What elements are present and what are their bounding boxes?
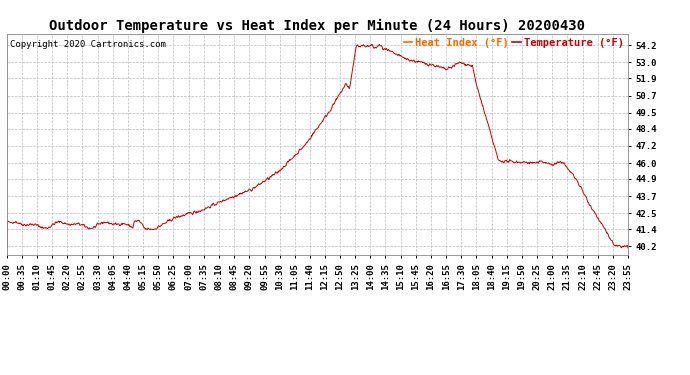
Legend: Heat Index (°F), Temperature (°F): Heat Index (°F), Temperature (°F) xyxy=(400,34,628,52)
Text: Copyright 2020 Cartronics.com: Copyright 2020 Cartronics.com xyxy=(10,40,166,50)
Title: Outdoor Temperature vs Heat Index per Minute (24 Hours) 20200430: Outdoor Temperature vs Heat Index per Mi… xyxy=(50,18,585,33)
